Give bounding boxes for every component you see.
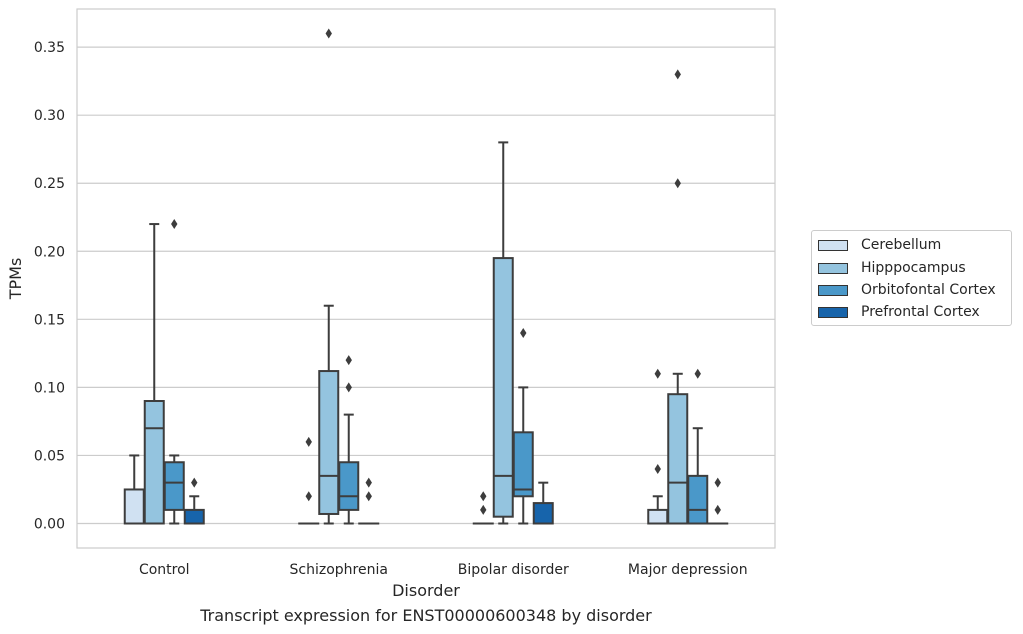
box-iqr [667, 393, 689, 525]
box-orbitofontal-cortex [687, 368, 709, 525]
outlier-marker [480, 504, 487, 515]
legend-label: Prefrontal Cortex [861, 304, 980, 320]
box-prefrontal-cortex [532, 481, 554, 525]
box-iqr [647, 508, 669, 525]
outlier-marker [365, 477, 372, 488]
x-axis-ticks: Control Schizophrenia Bipolar disorder Majo… [139, 562, 748, 578]
box-iqr [338, 461, 360, 511]
box-cerebellum [123, 454, 145, 525]
box-iqr [318, 370, 340, 515]
outlier-marker [171, 219, 178, 230]
legend-label: Orbitofontal Cortex [861, 282, 996, 298]
box-iqr [687, 474, 709, 525]
y-tick-label: 0.05 [34, 448, 65, 464]
box-iqr [492, 257, 514, 518]
box-iqr [512, 431, 534, 498]
box-iqr [143, 400, 165, 525]
outlier-marker [305, 491, 312, 502]
box-hipppocampus [667, 69, 689, 525]
x-axis-label: Disorder [392, 581, 460, 600]
x-tick-label: Schizophrenia [290, 562, 388, 578]
boxes [123, 28, 729, 525]
legend: Cerebellum Hipppocampus Orbitofontal Cor… [811, 230, 1012, 326]
x-tick-label: Major depression [628, 562, 748, 578]
plot-area [76, 8, 776, 549]
outlier-marker [674, 69, 681, 80]
box-iqr [163, 461, 185, 511]
outlier-marker [365, 491, 372, 502]
y-axis-ticks: 0.00 0.05 0.10 0.15 0.20 0.25 0.30 0.35 [34, 40, 65, 532]
box-cerebellum [647, 368, 669, 525]
y-tick-label: 0.20 [34, 244, 65, 260]
box-cerebellum [298, 436, 320, 525]
box-prefrontal-cortex [707, 477, 729, 525]
legend-item-cerebellum: Cerebellum [818, 235, 941, 255]
legend-label: Hipppocampus [861, 260, 966, 276]
outlier-marker [305, 436, 312, 447]
legend-swatch [818, 239, 848, 251]
box-prefrontal-cortex [183, 477, 205, 525]
outlier-marker [694, 368, 701, 379]
legend-swatch [818, 262, 848, 274]
y-tick-label: 0.00 [34, 517, 65, 533]
chart-caption: Transcript expression for ENST0000060034… [200, 606, 652, 625]
legend-item-hippocampus: Hipppocampus [818, 258, 966, 278]
outlier-marker [654, 464, 661, 475]
outlier-marker [674, 178, 681, 189]
box-hipppocampus [143, 223, 165, 525]
outlier-marker [714, 504, 721, 515]
box-hipppocampus [318, 28, 340, 525]
x-tick-label: Control [139, 562, 190, 578]
legend-item-orbitofrontal-cortex: Orbitofontal Cortex [818, 280, 996, 300]
y-tick-label: 0.10 [34, 380, 65, 396]
outlier-marker [654, 368, 661, 379]
outlier-marker [714, 477, 721, 488]
box-orbitofontal-cortex [512, 327, 534, 525]
outlier-marker [191, 477, 198, 488]
y-axis-label: TPMs [6, 258, 25, 301]
legend-swatch [818, 306, 848, 318]
box-orbitofontal-cortex [163, 219, 185, 525]
outlier-marker [325, 28, 332, 39]
box-hipppocampus [492, 141, 514, 525]
legend-item-prefrontal-cortex: Prefrontal Cortex [818, 302, 980, 322]
gridlines [77, 46, 775, 525]
box-prefrontal-cortex [358, 477, 380, 525]
outlier-marker [480, 491, 487, 502]
box-iqr [183, 508, 205, 525]
outlier-marker [520, 327, 527, 338]
y-tick-label: 0.30 [34, 108, 65, 124]
box-orbitofontal-cortex [338, 355, 360, 525]
legend-label: Cerebellum [861, 237, 942, 253]
box-iqr [532, 502, 554, 525]
y-tick-label: 0.35 [34, 40, 65, 56]
box-cerebellum [472, 491, 494, 525]
outlier-marker [345, 382, 352, 393]
y-tick-label: 0.25 [34, 176, 65, 192]
y-tick-label: 0.15 [34, 312, 65, 328]
x-tick-label: Bipolar disorder [458, 562, 569, 578]
legend-swatch [818, 284, 848, 296]
outlier-marker [345, 355, 352, 366]
box-iqr [123, 488, 145, 525]
